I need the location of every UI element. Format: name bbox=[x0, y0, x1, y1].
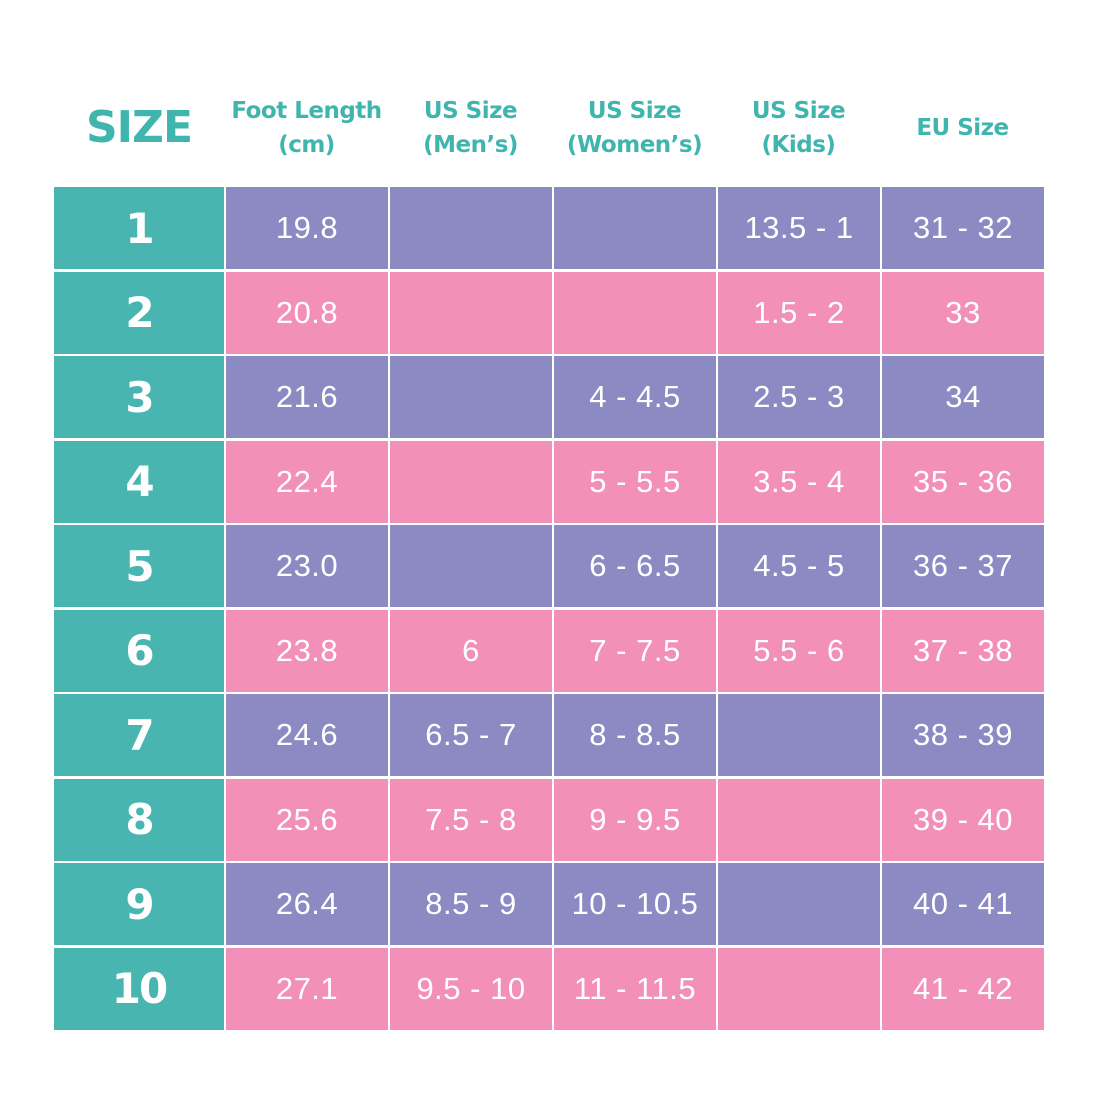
foot-length-cell: 23.0 bbox=[226, 525, 388, 607]
foot-length-cell: 21.6 bbox=[226, 356, 388, 438]
us-womens-cell: 5 - 5.5 bbox=[554, 440, 716, 523]
size-cell: 8 bbox=[54, 778, 224, 861]
foot-length-cell: 19.8 bbox=[226, 187, 388, 269]
foot-length-cell: 26.4 bbox=[226, 863, 388, 945]
us-womens-cell: 8 - 8.5 bbox=[554, 694, 716, 776]
size-cell: 7 bbox=[54, 694, 224, 776]
eu-size-cell: 34 bbox=[882, 356, 1044, 438]
us-mens-cell: 9.5 - 10 bbox=[390, 947, 552, 1030]
foot-length-cell: 25.6 bbox=[226, 778, 388, 861]
table-row: 7 24.6 6.5 - 7 8 - 8.5 38 - 39 bbox=[54, 694, 1044, 776]
table-row: 4 22.4 5 - 5.5 3.5 - 4 35 - 36 bbox=[54, 440, 1044, 523]
eu-size-cell: 40 - 41 bbox=[882, 863, 1044, 945]
us-womens-cell bbox=[554, 271, 716, 354]
us-mens-cell bbox=[390, 440, 552, 523]
foot-length-cell: 27.1 bbox=[226, 947, 388, 1030]
us-mens-cell: 8.5 - 9 bbox=[390, 863, 552, 945]
eu-size-cell: 39 - 40 bbox=[882, 778, 1044, 861]
table-row: 8 25.6 7.5 - 8 9 - 9.5 39 - 40 bbox=[54, 778, 1044, 861]
foot-length-cell: 23.8 bbox=[226, 609, 388, 692]
us-mens-cell: 7.5 - 8 bbox=[390, 778, 552, 861]
foot-length-cell: 24.6 bbox=[226, 694, 388, 776]
us-kids-cell bbox=[718, 694, 880, 776]
us-kids-cell bbox=[718, 863, 880, 945]
us-womens-cell: 11 - 11.5 bbox=[554, 947, 716, 1030]
size-cell: 10 bbox=[54, 947, 224, 1030]
us-womens-cell: 9 - 9.5 bbox=[554, 778, 716, 861]
eu-size-cell: 36 - 37 bbox=[882, 525, 1044, 607]
table-row: 6 23.8 6 7 - 7.5 5.5 - 6 37 - 38 bbox=[54, 609, 1044, 692]
us-kids-cell: 2.5 - 3 bbox=[718, 356, 880, 438]
eu-size-cell: 41 - 42 bbox=[882, 947, 1044, 1030]
us-kids-cell: 13.5 - 1 bbox=[718, 187, 880, 269]
table-row: 1 19.8 13.5 - 1 31 - 32 bbox=[54, 187, 1044, 269]
eu-size-cell: 38 - 39 bbox=[882, 694, 1044, 776]
size-cell: 9 bbox=[54, 863, 224, 945]
us-mens-cell: 6.5 - 7 bbox=[390, 694, 552, 776]
us-womens-cell bbox=[554, 187, 716, 269]
size-cell: 4 bbox=[54, 440, 224, 523]
eu-size-cell: 31 - 32 bbox=[882, 187, 1044, 269]
us-kids-cell bbox=[718, 778, 880, 861]
us-kids-cell: 3.5 - 4 bbox=[718, 440, 880, 523]
us-mens-cell bbox=[390, 525, 552, 607]
header-us-kids: US Size (Kids) bbox=[751, 97, 846, 158]
eu-size-cell: 37 - 38 bbox=[882, 609, 1044, 692]
table-header-row: SIZE Foot Length (cm) US Size (Men’s) US… bbox=[54, 70, 1043, 185]
us-mens-cell bbox=[390, 187, 552, 269]
us-mens-cell bbox=[390, 271, 552, 354]
eu-size-cell: 33 bbox=[882, 271, 1044, 354]
eu-size-cell: 35 - 36 bbox=[882, 440, 1044, 523]
header-eu-size: EU Size bbox=[916, 114, 1009, 141]
size-cell: 3 bbox=[54, 356, 224, 438]
us-kids-cell: 4.5 - 5 bbox=[718, 525, 880, 607]
us-kids-cell: 1.5 - 2 bbox=[718, 271, 880, 354]
us-womens-cell: 7 - 7.5 bbox=[554, 609, 716, 692]
us-womens-cell: 10 - 10.5 bbox=[554, 863, 716, 945]
table-body: 1 19.8 13.5 - 1 31 - 32 2 20.8 1.5 - 2 3… bbox=[54, 187, 1044, 1030]
header-foot-length: Foot Length (cm) bbox=[231, 97, 382, 158]
table-row: 10 27.1 9.5 - 10 11 - 11.5 41 - 42 bbox=[54, 947, 1044, 1030]
us-kids-cell bbox=[718, 947, 880, 1030]
size-cell: 2 bbox=[54, 271, 224, 354]
table-row: 2 20.8 1.5 - 2 33 bbox=[54, 271, 1044, 354]
table-row: 5 23.0 6 - 6.5 4.5 - 5 36 - 37 bbox=[54, 525, 1044, 607]
size-cell: 6 bbox=[54, 609, 224, 692]
us-womens-cell: 6 - 6.5 bbox=[554, 525, 716, 607]
us-womens-cell: 4 - 4.5 bbox=[554, 356, 716, 438]
header-size: SIZE bbox=[85, 101, 193, 153]
size-cell: 1 bbox=[54, 187, 224, 269]
table-row: 9 26.4 8.5 - 9 10 - 10.5 40 - 41 bbox=[54, 863, 1044, 945]
header-us-womens: US Size (Women’s) bbox=[566, 97, 703, 158]
us-kids-cell: 5.5 - 6 bbox=[718, 609, 880, 692]
foot-length-cell: 20.8 bbox=[226, 271, 388, 354]
size-chart-table: SIZE Foot Length (cm) US Size (Men’s) US… bbox=[54, 70, 1044, 1032]
us-mens-cell: 6 bbox=[390, 609, 552, 692]
foot-length-cell: 22.4 bbox=[226, 440, 388, 523]
us-mens-cell bbox=[390, 356, 552, 438]
table-row: 3 21.6 4 - 4.5 2.5 - 3 34 bbox=[54, 356, 1044, 438]
header-us-mens: US Size (Men’s) bbox=[423, 97, 518, 158]
size-cell: 5 bbox=[54, 525, 224, 607]
